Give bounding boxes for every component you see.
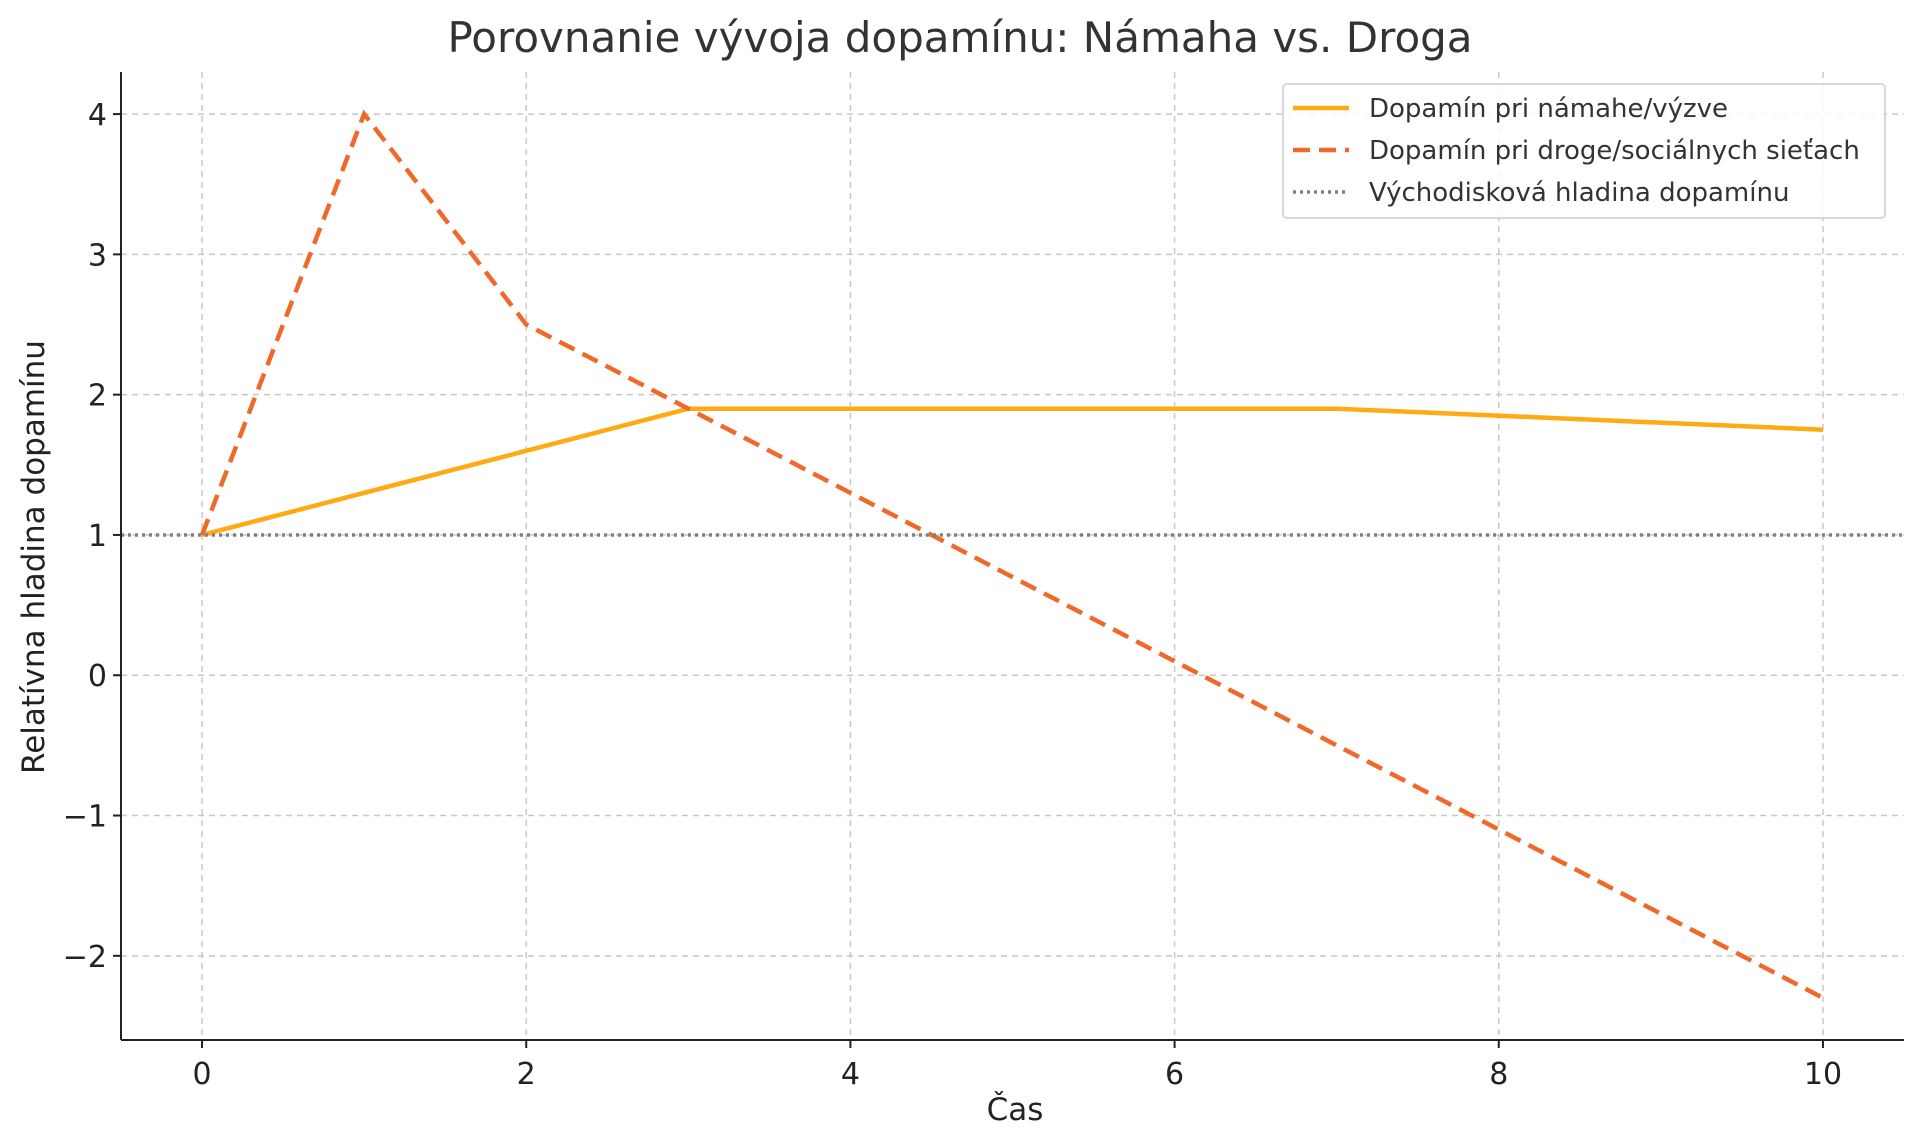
y-tick-label: −1 xyxy=(63,800,107,835)
legend-entry-1: Dopamín pri námahe/výzve xyxy=(1369,94,1728,124)
x-tick-label: 10 xyxy=(1804,1057,1842,1092)
y-tick-label: 0 xyxy=(88,659,107,694)
series-line-2 xyxy=(199,109,1825,1000)
x-tick-label: 2 xyxy=(517,1057,536,1092)
y-axis-label: Relatívna hladina dopamínu xyxy=(16,340,52,774)
x-axis-label: Čas xyxy=(987,1091,1044,1128)
x-tick-label: 6 xyxy=(1165,1057,1184,1092)
x-tick-label: 8 xyxy=(1489,1057,1508,1092)
y-tick-label: 1 xyxy=(88,519,107,554)
y-tick-label: 3 xyxy=(88,238,107,273)
series-line-1 xyxy=(201,406,1824,538)
grid xyxy=(121,72,1904,1040)
series-layer xyxy=(121,109,1904,1000)
y-tick-label: −2 xyxy=(63,940,107,975)
y-tick-label: 4 xyxy=(88,98,107,133)
axes: 0 2 4 6 8 10 −2 −1 0 1 2 3 4 xyxy=(63,72,1904,1092)
y-tick-label: 2 xyxy=(88,379,107,414)
legend-entry-3: Východisková hladina dopamínu xyxy=(1369,178,1789,208)
legend: Dopamín pri námahe/výzve Dopamín pri drog… xyxy=(1282,83,1886,219)
legend-box xyxy=(1282,83,1886,219)
chart-title: Porovnanie vývoja dopamínu: Námaha vs. D… xyxy=(447,13,1472,62)
legend-entry-2: Dopamín pri droge/sociálnych sieťach xyxy=(1369,136,1860,166)
x-tick-label: 4 xyxy=(841,1057,860,1092)
x-tick-label: 0 xyxy=(192,1057,211,1092)
